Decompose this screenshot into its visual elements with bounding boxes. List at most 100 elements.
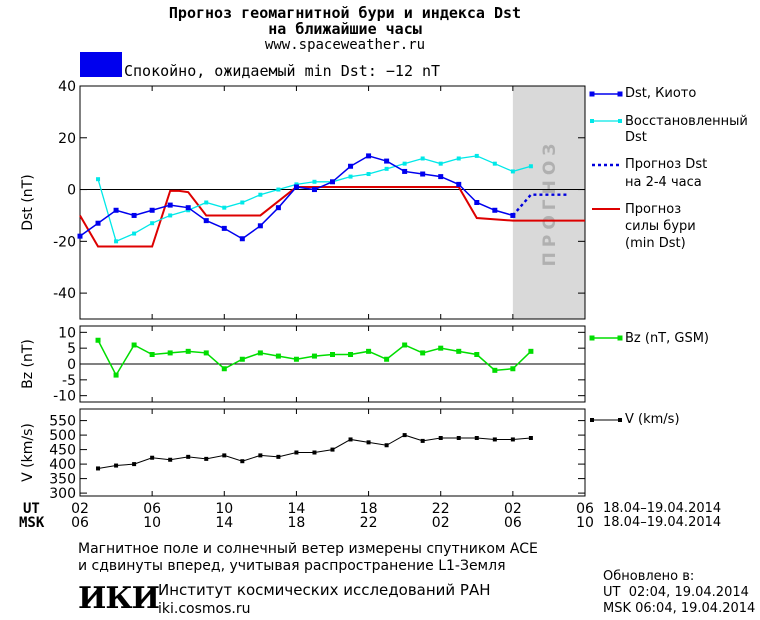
ut-tick-label: 18 (360, 501, 378, 517)
dst-restored-point (348, 174, 353, 179)
bz-point (131, 342, 137, 348)
y-tick-label: -20 (53, 234, 76, 250)
dst-kyoto-point (113, 207, 119, 213)
dst-kyoto-point (311, 187, 317, 193)
page-title-line1: Прогноз геомагнитной бури и индекса Dst (168, 4, 522, 22)
dst-kyoto-point (474, 200, 480, 205)
bz-point (95, 337, 101, 343)
speed-point (348, 437, 353, 442)
speed-point (132, 462, 137, 467)
dst-kyoto-point (77, 233, 83, 239)
bz-point (221, 366, 227, 372)
dst-restored-point (510, 169, 515, 174)
speed-point (474, 436, 479, 440)
legend-bz-sample-marker (617, 335, 623, 341)
dst-kyoto-point (95, 220, 101, 226)
speed-point (438, 436, 443, 440)
ut-tick-label: 02 (71, 501, 89, 517)
dst-kyoto-point (167, 202, 173, 208)
legend-dst-restored-sample-marker (590, 119, 594, 123)
updated-msk: MSK 06:04, 19.04.2014 (603, 601, 756, 616)
msk-tick-label: 06 (71, 515, 89, 531)
dst-kyoto-point (492, 207, 498, 213)
dst-kyoto-point (402, 168, 408, 174)
y-tick-label: -40 (53, 286, 76, 302)
dst-kyoto-point (366, 153, 372, 159)
legend-dst-restored-line2: Dst (625, 130, 647, 145)
dst-restored-point (186, 208, 191, 213)
speed-point (222, 453, 227, 458)
bz-point (348, 352, 354, 357)
y-tick-label: 10 (58, 325, 76, 341)
speed-point (276, 454, 281, 459)
note-line1: Магнитное поле и солнечный ветер измерен… (78, 541, 538, 557)
bz-point (402, 342, 408, 348)
msk-tick-label: 06 (504, 515, 522, 531)
y-tick-label: 500 (49, 428, 76, 444)
ut-tick-label: 14 (288, 501, 306, 517)
dst-restored-point (276, 187, 281, 192)
ut-axis-label: UT (23, 501, 40, 517)
dst-restored-point (312, 179, 317, 184)
bz-point (257, 350, 263, 356)
ut-date-range: 18.04–19.04.2014 (603, 501, 722, 516)
y-axis-label: Bz (nT) (20, 339, 36, 389)
bz-point (311, 353, 317, 359)
legend-dst-forecast-line2: на 2-4 часа (625, 175, 702, 190)
msk-tick-label: 10 (576, 515, 594, 531)
status-text: Спокойно, ожидаемый min Dst: −12 nT (124, 62, 441, 80)
bz-point (113, 372, 119, 378)
speed-point (420, 438, 425, 443)
speed-point (258, 453, 263, 458)
legend-dst-restored-line1: Восстановленный (625, 114, 748, 129)
dst-restored-point (168, 213, 173, 218)
legend-bz-sample-marker (589, 335, 595, 341)
dst-restored-point (222, 205, 227, 210)
ut-tick-label: 06 (143, 501, 161, 517)
dst-restored-point (132, 231, 137, 236)
dst-restored-point (114, 239, 119, 244)
institute-name: Институт космических исследований РАН (158, 581, 491, 599)
dst-restored-point (402, 161, 407, 166)
speed-point (294, 450, 299, 455)
dst-restored-point (528, 164, 533, 169)
y-axis-label: V (km/s) (20, 423, 36, 482)
dst-restored-point (204, 200, 209, 205)
dst-restored-point (258, 192, 263, 197)
bz-point (293, 356, 299, 362)
institute-url[interactable]: iki.cosmos.ru (158, 601, 251, 617)
y-tick-label: 5 (67, 341, 76, 357)
status-color-swatch (80, 52, 122, 77)
legend-dst-kyoto-sample-marker (589, 91, 595, 97)
speed-point (402, 433, 407, 438)
y-tick-label: 550 (49, 414, 76, 430)
dst-kyoto-point (456, 181, 462, 187)
speed-point (312, 450, 317, 455)
bz-point (330, 352, 335, 357)
dst-restored-point (96, 177, 101, 182)
y-tick-label: 40 (58, 79, 76, 95)
dst-restored-point (420, 156, 425, 161)
bz-point (167, 350, 173, 356)
speed-point (330, 447, 335, 452)
ut-tick-label: 06 (576, 501, 594, 517)
bz-point (185, 348, 191, 354)
bz-point (420, 350, 426, 356)
bz-point (510, 366, 516, 372)
dst-kyoto-point (185, 205, 191, 211)
msk-tick-label: 14 (215, 515, 233, 531)
msk-date-range: 18.04–19.04.2014 (603, 515, 722, 530)
legend-speed: V (km/s) (625, 412, 680, 427)
bz-point (438, 345, 444, 351)
speed-point (96, 466, 101, 471)
dst-kyoto-point (275, 205, 281, 211)
legend-dst-restored-sample-marker (618, 119, 622, 123)
dst-restored-point (492, 161, 497, 166)
speed-point (456, 436, 461, 440)
bz-point (203, 350, 209, 356)
dst-forecast-line (511, 193, 567, 217)
ut-tick-label: 02 (504, 501, 522, 517)
dst-restored-point (294, 182, 299, 187)
bz-point (474, 352, 480, 357)
